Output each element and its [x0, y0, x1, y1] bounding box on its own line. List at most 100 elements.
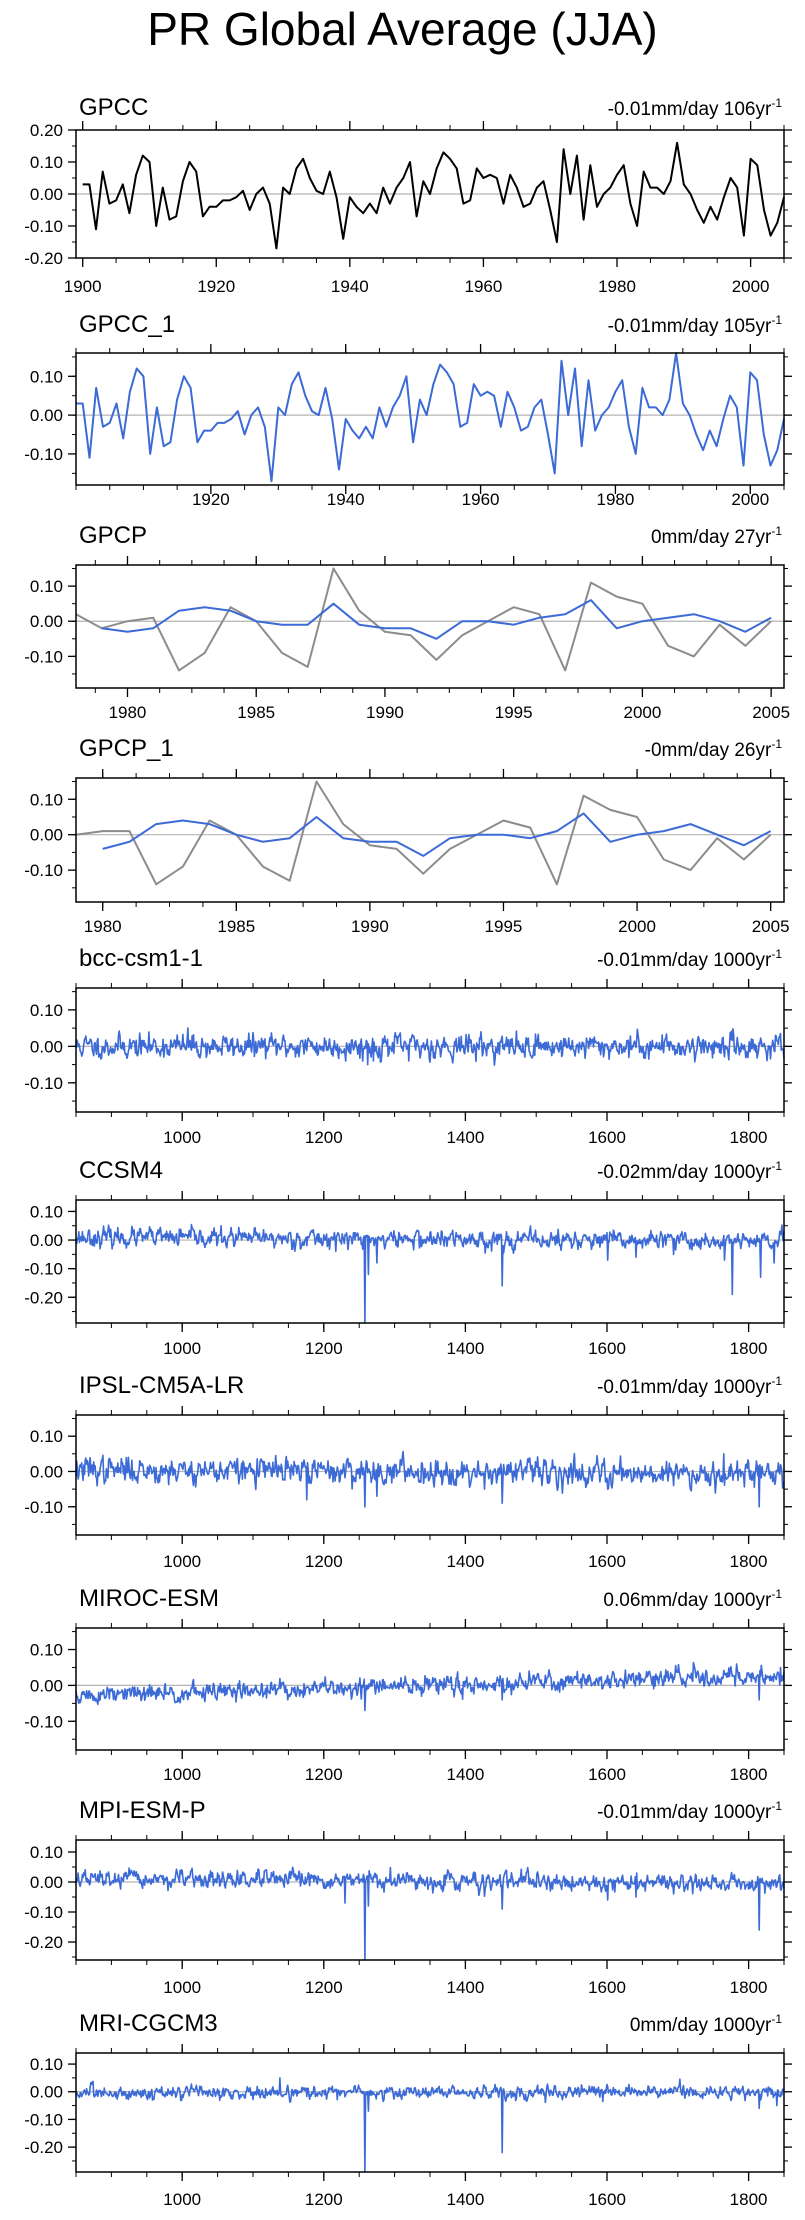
- x-tick-label: 1200: [305, 2190, 343, 2209]
- x-tick-label: 1000: [163, 1552, 201, 1571]
- y-tick-label: -0.20: [24, 2138, 63, 2157]
- plot-frame: [75, 1199, 785, 1324]
- series-line: [75, 567, 772, 672]
- y-tick-label: 0.00: [30, 1037, 63, 1056]
- x-tick-label: 1995: [495, 703, 533, 722]
- panel-label: MPI-ESM-P: [79, 1797, 206, 1824]
- x-tick-label: 1400: [446, 1765, 484, 1784]
- x-tick-label: 1000: [163, 1128, 201, 1147]
- trend-superscript: -1: [771, 313, 782, 327]
- y-tick-label: -0.10: [24, 217, 63, 236]
- trend-text: 0.06mm/day 1000yr-1: [603, 1587, 782, 1611]
- trend-superscript: -1: [771, 737, 782, 751]
- x-tick-label: 1000: [163, 1765, 201, 1784]
- x-tick-label: 2000: [618, 917, 656, 936]
- trend-superscript: -1: [771, 1159, 782, 1173]
- trend-text: -0.01mm/day 1000yr-1: [597, 1799, 782, 1823]
- trend-superscript: -1: [771, 96, 782, 110]
- x-tick-label: 1985: [217, 917, 255, 936]
- x-tick-label: 1800: [730, 1978, 768, 1997]
- x-tick-label: 1400: [446, 1552, 484, 1571]
- trend-text: -0.01mm/day 105yr-1: [608, 313, 783, 337]
- plot-frame: [75, 1839, 785, 1961]
- x-tick-label: 1980: [597, 490, 635, 509]
- x-tick-label: 1200: [305, 1978, 343, 1997]
- y-tick-label: 0.10: [30, 153, 63, 172]
- y-tick-label: 0.00: [30, 2083, 63, 2102]
- y-tick-label: -0.10: [24, 647, 63, 666]
- y-tick-label: 0.00: [30, 826, 63, 845]
- y-tick-label: -0.20: [24, 1288, 63, 1307]
- x-tick-label: 1800: [730, 1552, 768, 1571]
- panel-label: CCSM4: [79, 1157, 163, 1184]
- y-tick-label: 0.10: [30, 1641, 63, 1660]
- panel-label: GPCC: [79, 94, 148, 121]
- x-tick-label: 1600: [588, 1978, 626, 1997]
- x-tick-label: 1800: [730, 2190, 768, 2209]
- y-tick-label: 0.00: [30, 1676, 63, 1695]
- chart-panel-MRI-CGCM3: MRI-CGCM3 0mm/day 1000yr-1 -0.20 -0.10 0.00 0…: [24, 2010, 792, 2209]
- series-line: [76, 352, 785, 483]
- x-tick-label: 1920: [192, 490, 230, 509]
- series-line: [75, 1223, 785, 1324]
- panel-label: IPSL-CM5A-LR: [79, 1372, 244, 1399]
- plot-frame: [75, 564, 785, 689]
- x-tick-label: 1940: [331, 277, 369, 296]
- x-tick-label: 2005: [752, 917, 790, 936]
- chart-panel-bcc-csm1-1: bcc-csm1-1 -0.01mm/day 1000yr-1 -0.10 0.00 0…: [24, 945, 792, 1147]
- x-tick-label: 1900: [64, 277, 102, 296]
- trend-text: -0mm/day 26yr-1: [645, 737, 783, 761]
- y-tick-label: -0.10: [24, 861, 63, 880]
- y-tick-label: -0.10: [24, 2110, 63, 2129]
- plot-frame: [75, 2052, 785, 2173]
- x-tick-label: 1940: [327, 490, 365, 509]
- x-tick-label: 1800: [730, 1128, 768, 1147]
- y-tick-label: 0.00: [30, 1231, 63, 1250]
- x-tick-label: 1400: [446, 2190, 484, 2209]
- x-tick-label: 1000: [163, 1978, 201, 1997]
- trend-text: -0.01mm/day 1000yr-1: [597, 947, 782, 971]
- x-tick-label: 1960: [462, 490, 500, 509]
- trend-text: -0.02mm/day 1000yr-1: [597, 1159, 782, 1183]
- trend-text: -0.01mm/day 1000yr-1: [597, 1374, 782, 1398]
- x-tick-label: 1600: [588, 1128, 626, 1147]
- x-tick-label: 1200: [305, 1552, 343, 1571]
- y-tick-label: -0.10: [24, 1498, 63, 1517]
- y-tick-label: -0.20: [24, 249, 63, 268]
- chart-panel-CCSM4: CCSM4 -0.02mm/day 1000yr-1 -0.20 -0.10 0.00 0…: [24, 1157, 792, 1358]
- series-line: [75, 780, 772, 886]
- x-tick-label: 1600: [588, 2190, 626, 2209]
- x-tick-label: 1000: [163, 2190, 201, 2209]
- trend-superscript: -1: [771, 1374, 782, 1388]
- y-tick-label: 0.10: [30, 1001, 63, 1020]
- y-tick-label: 0.10: [30, 790, 63, 809]
- y-tick-label: 0.10: [30, 577, 63, 596]
- panel-label: MRI-CGCM3: [79, 2010, 218, 2037]
- y-tick-label: 0.10: [30, 2055, 63, 2074]
- x-tick-label: 1200: [305, 1765, 343, 1784]
- x-tick-label: 1200: [305, 1128, 343, 1147]
- chart-panel-GPCP_1: GPCP_1 -0mm/day 26yr-1 -0.10 0.00 0.10 1980 19…: [24, 735, 792, 936]
- x-tick-label: 1990: [351, 917, 389, 936]
- x-tick-label: 1000: [163, 1339, 201, 1358]
- trend-superscript: -1: [771, 1799, 782, 1813]
- x-tick-label: 2005: [752, 703, 790, 722]
- x-tick-label: 1600: [588, 1765, 626, 1784]
- plot-frame: [75, 1627, 785, 1751]
- x-tick-label: 1800: [730, 1765, 768, 1784]
- x-tick-label: 1960: [465, 277, 503, 296]
- chart-panel-GPCP: GPCP 0mm/day 27yr-1 -0.10 0.00 0.10 1980 1985 1…: [24, 522, 792, 722]
- trend-superscript: -1: [771, 2012, 782, 2026]
- trend-text: 0mm/day 1000yr-1: [630, 2012, 783, 2036]
- y-tick-label: -0.10: [24, 1712, 63, 1731]
- series-line: [75, 1866, 785, 1961]
- series-line: [75, 1027, 785, 1066]
- y-tick-label: 0.00: [30, 1873, 63, 1892]
- series-line: [82, 141, 785, 250]
- x-tick-label: 1980: [109, 703, 147, 722]
- x-tick-label: 1995: [485, 917, 523, 936]
- y-tick-label: 0.00: [30, 185, 63, 204]
- y-tick-label: 0.00: [30, 612, 63, 631]
- y-tick-label: -0.10: [24, 1260, 63, 1279]
